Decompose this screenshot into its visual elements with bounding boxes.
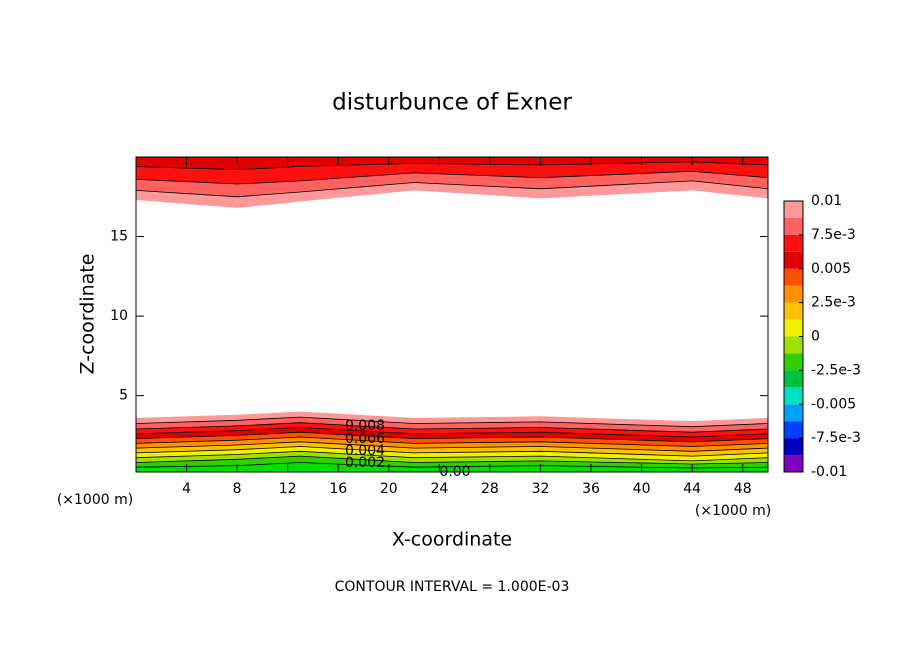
contour-line bbox=[135, 431, 769, 443]
x-unit-right: (×1000 m) bbox=[695, 503, 771, 519]
contour-line bbox=[135, 170, 769, 185]
x-tick-label: 44 bbox=[683, 481, 701, 497]
x-unit-left: (×1000 m) bbox=[57, 492, 133, 508]
colorbar-segment bbox=[784, 353, 803, 371]
colorbar-tick-label: 7.5e-3 bbox=[811, 227, 856, 243]
colorbar-segment bbox=[784, 370, 803, 388]
colorbar-segment bbox=[784, 319, 803, 337]
colorbar-segment bbox=[784, 387, 803, 405]
x-tick-label: 28 bbox=[481, 481, 499, 497]
contour-line bbox=[135, 180, 769, 198]
contour-label: 0.004 bbox=[345, 443, 385, 459]
x-tick-label: 4 bbox=[182, 481, 191, 497]
x-tick-label: 36 bbox=[582, 481, 600, 497]
x-tick-label: 40 bbox=[633, 481, 651, 497]
colorbar-segment bbox=[784, 201, 803, 218]
colorbar-tick-label: -2.5e-3 bbox=[811, 362, 861, 378]
colorbar-tick-label: 0.01 bbox=[811, 193, 842, 209]
contour-band bbox=[136, 462, 768, 472]
colorbar-segment bbox=[784, 234, 803, 252]
colorbar-segment bbox=[784, 455, 803, 472]
contour-label: 0.008 bbox=[345, 418, 385, 434]
contour-line bbox=[135, 450, 769, 462]
y-tick-label: 5 bbox=[119, 388, 128, 404]
colorbar-segment bbox=[784, 285, 803, 303]
colorbar-segment bbox=[784, 302, 803, 320]
contour-label: 0.002 bbox=[345, 455, 385, 471]
colorbar-tick-label: -7.5e-3 bbox=[811, 430, 861, 446]
x-tick-label: 48 bbox=[734, 481, 752, 497]
colorbar-tick-label: 0 bbox=[811, 329, 820, 345]
colorbar-segment bbox=[784, 421, 803, 439]
contour-line bbox=[135, 441, 769, 452]
chart-title: disturbunce of Exner bbox=[332, 90, 572, 116]
colorbar-segment bbox=[784, 217, 803, 235]
colorbar-tick-label: 0.005 bbox=[811, 261, 851, 277]
contour-label: 0.006 bbox=[345, 431, 385, 447]
x-axis-label: X-coordinate bbox=[392, 529, 512, 551]
contour-line bbox=[135, 436, 769, 447]
y-axis-label: Z-coordinate bbox=[77, 254, 99, 375]
y-tick-label: 15 bbox=[110, 229, 128, 245]
x-tick-label: 24 bbox=[430, 481, 448, 497]
x-tick-label: 12 bbox=[279, 481, 297, 497]
x-tick-label: 32 bbox=[532, 481, 550, 497]
colorbar-segment bbox=[784, 268, 803, 286]
colorbar-tick-label: 2.5e-3 bbox=[811, 295, 856, 311]
contour-line bbox=[135, 416, 769, 428]
colorbar-segment bbox=[784, 404, 803, 422]
x-tick-label: 8 bbox=[233, 481, 242, 497]
x-tick-label: 16 bbox=[329, 481, 347, 497]
contour-line bbox=[135, 446, 769, 457]
plot-frame bbox=[135, 156, 769, 473]
colorbar-segment bbox=[784, 438, 803, 456]
contour-line bbox=[135, 422, 769, 433]
y-tick-label: 10 bbox=[110, 308, 128, 324]
colorbar-segment bbox=[784, 251, 803, 269]
contour-line bbox=[135, 427, 769, 438]
colorbar-tick-label: -0.005 bbox=[811, 396, 856, 412]
footer-note: CONTOUR INTERVAL = 1.000E-03 bbox=[335, 579, 570, 595]
colorbar-tick-label: -0.01 bbox=[811, 464, 847, 480]
x-tick-label: 20 bbox=[380, 481, 398, 497]
colorbar-segment bbox=[784, 336, 803, 354]
